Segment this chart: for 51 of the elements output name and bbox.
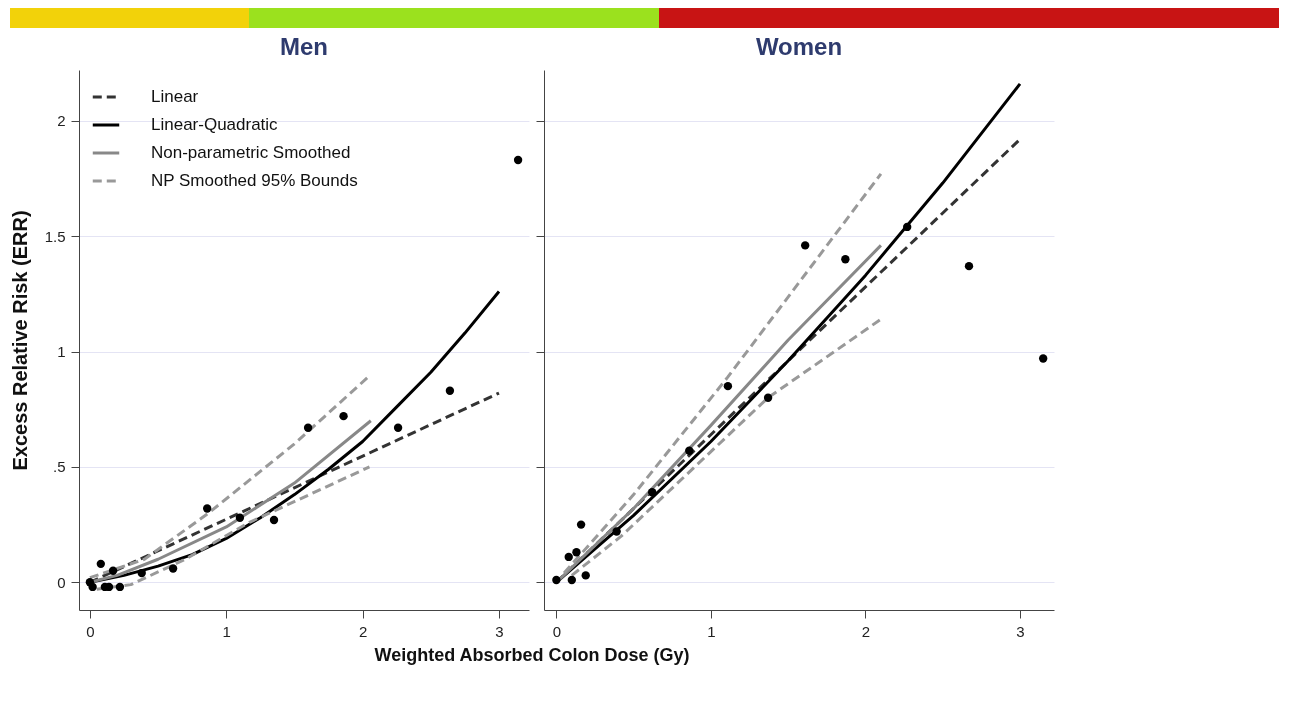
- y-tick-label: 2: [57, 112, 66, 130]
- point: [168, 564, 178, 573]
- point: [564, 552, 573, 562]
- x-axis-title: Weighted Absorbed Colon Dose (Gy): [374, 645, 690, 665]
- point: [964, 261, 974, 271]
- point: [1039, 354, 1048, 363]
- y-tick-label: .5: [52, 458, 66, 476]
- point: [572, 548, 581, 557]
- x-tick-label: 2: [861, 622, 871, 640]
- point: [393, 423, 403, 432]
- x-tick-label: 3: [1016, 622, 1025, 640]
- point: [96, 559, 105, 569]
- point: [445, 386, 455, 395]
- point: [581, 571, 590, 580]
- point: [612, 527, 621, 536]
- point: [513, 155, 523, 165]
- x-tick-label: 0: [86, 622, 95, 640]
- point: [137, 568, 146, 578]
- x-tick-label: 2: [358, 622, 368, 640]
- point: [801, 241, 810, 250]
- chart-title: Women: [755, 33, 843, 60]
- point: [552, 575, 561, 585]
- point: [339, 411, 348, 421]
- point: [235, 513, 245, 522]
- y-axis-title: Excess Relative Risk (ERR): [8, 210, 31, 471]
- y-tick-label: 0: [57, 573, 66, 591]
- point: [576, 520, 586, 529]
- chart-title: Men: [280, 33, 328, 60]
- point: [841, 255, 850, 264]
- point: [648, 488, 657, 497]
- point: [723, 381, 733, 391]
- point: [763, 393, 773, 402]
- y-tick-label: 1.5: [44, 227, 66, 245]
- point: [115, 582, 125, 592]
- legend-label: NP Smoothed 95% Bounds: [151, 171, 358, 190]
- point: [567, 575, 576, 585]
- x-tick-label: 0: [552, 622, 562, 640]
- point: [203, 504, 212, 513]
- legend-label: Non-parametric Smoothed: [151, 143, 351, 162]
- y-tick-label: 1: [57, 343, 66, 361]
- point: [685, 446, 694, 455]
- legend-label: Linear-Quadratic: [151, 115, 279, 134]
- point: [108, 566, 118, 575]
- x-tick-label: 1: [222, 622, 231, 640]
- point: [88, 582, 97, 592]
- legend-label: Linear: [151, 87, 199, 106]
- point: [269, 515, 279, 525]
- x-tick-label: 3: [495, 622, 504, 640]
- point: [303, 423, 313, 432]
- point: [903, 222, 912, 232]
- x-tick-label: 1: [707, 622, 716, 640]
